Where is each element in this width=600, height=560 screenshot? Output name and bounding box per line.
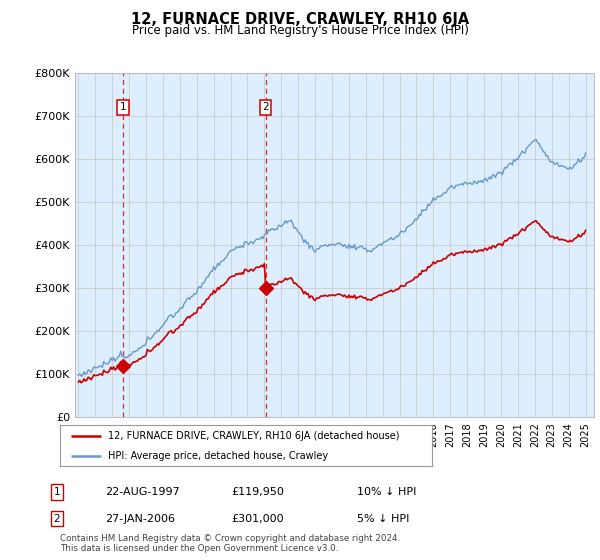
Text: Contains HM Land Registry data © Crown copyright and database right 2024.
This d: Contains HM Land Registry data © Crown c… bbox=[60, 534, 400, 553]
Text: 5% ↓ HPI: 5% ↓ HPI bbox=[357, 514, 409, 524]
Text: 12, FURNACE DRIVE, CRAWLEY, RH10 6JA (detached house): 12, FURNACE DRIVE, CRAWLEY, RH10 6JA (de… bbox=[109, 432, 400, 441]
Text: 1: 1 bbox=[53, 487, 61, 497]
Text: 27-JAN-2006: 27-JAN-2006 bbox=[105, 514, 175, 524]
Text: 22-AUG-1997: 22-AUG-1997 bbox=[105, 487, 180, 497]
Text: 2: 2 bbox=[53, 514, 61, 524]
Text: Price paid vs. HM Land Registry's House Price Index (HPI): Price paid vs. HM Land Registry's House … bbox=[131, 24, 469, 37]
Point bbox=[261, 283, 271, 292]
Text: 10% ↓ HPI: 10% ↓ HPI bbox=[357, 487, 416, 497]
Text: £301,000: £301,000 bbox=[231, 514, 284, 524]
Text: £119,950: £119,950 bbox=[231, 487, 284, 497]
Text: HPI: Average price, detached house, Crawley: HPI: Average price, detached house, Craw… bbox=[109, 451, 328, 461]
Text: 12, FURNACE DRIVE, CRAWLEY, RH10 6JA: 12, FURNACE DRIVE, CRAWLEY, RH10 6JA bbox=[131, 12, 469, 27]
Point bbox=[118, 361, 128, 370]
Text: 1: 1 bbox=[119, 102, 127, 112]
Text: 2: 2 bbox=[262, 102, 269, 112]
